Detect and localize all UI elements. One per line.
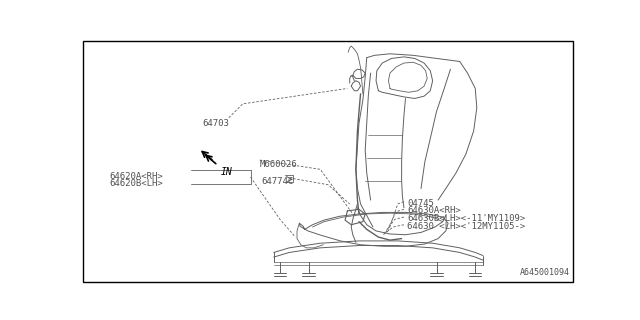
- Text: 64703: 64703: [202, 119, 229, 128]
- Text: 64620A<RH>: 64620A<RH>: [109, 172, 163, 180]
- Text: 64630 <LH><'12MY1105->: 64630 <LH><'12MY1105->: [407, 222, 525, 231]
- Text: A645001094: A645001094: [520, 268, 570, 277]
- Text: 64630A<RH>: 64630A<RH>: [407, 206, 461, 215]
- Text: M660026: M660026: [260, 160, 298, 169]
- Text: 64620B<LH>: 64620B<LH>: [109, 179, 163, 188]
- Text: 04745: 04745: [407, 198, 434, 208]
- Text: 64774C: 64774C: [261, 177, 294, 186]
- Text: IN: IN: [221, 167, 233, 177]
- Text: 64630B<LH><-11'MY1109>: 64630B<LH><-11'MY1109>: [407, 214, 525, 223]
